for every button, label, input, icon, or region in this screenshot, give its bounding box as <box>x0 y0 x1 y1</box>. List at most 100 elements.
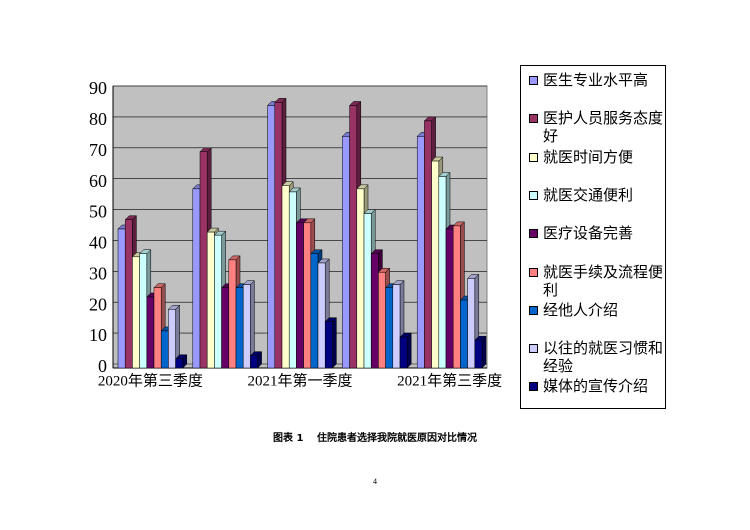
legend-item: 医疗设备完善 <box>527 225 663 243</box>
bar-front <box>274 102 283 369</box>
legend-label: 媒体的宣传介绍 <box>543 379 649 396</box>
y-tick-label: 10 <box>89 325 107 345</box>
bar-side <box>332 317 337 369</box>
legend-label: 医护人员服务态度好 <box>543 111 664 146</box>
bar-front <box>356 188 365 369</box>
legend-label: 医生专业水平高 <box>543 73 649 89</box>
legend-swatch <box>529 267 538 277</box>
bar-front <box>288 191 297 369</box>
legend-label: 经他人介绍 <box>543 302 619 319</box>
bar-front <box>317 262 326 369</box>
bar <box>174 354 188 369</box>
y-tick-label: 60 <box>89 171 107 191</box>
x-tick-label: 2021年第三季度 <box>397 371 502 389</box>
legend-label: 就医手续及流程便利 <box>543 264 664 299</box>
legend-item: 就医时间方便 <box>527 149 663 167</box>
legend-swatch <box>529 229 538 239</box>
caption: 图表 1 住院患者选择我院就医原因对比情况 <box>273 433 477 444</box>
y-tick-label: 40 <box>89 233 107 253</box>
bar-front <box>296 222 304 369</box>
bar-front <box>438 176 447 369</box>
bar-front <box>228 259 237 369</box>
bar-front <box>168 309 176 369</box>
legend-item: 经他人介绍 <box>527 302 663 320</box>
bar-front <box>221 287 230 369</box>
bar-front <box>363 213 372 369</box>
bar <box>167 304 181 369</box>
legend-swatch <box>529 76 538 85</box>
legend-swatch <box>529 190 538 200</box>
bar-front <box>117 228 126 369</box>
bar-front <box>175 358 184 369</box>
y-tick-label: 70 <box>89 140 107 160</box>
bar-front <box>342 136 350 369</box>
x-tick-label: 2021年第一季度 <box>247 371 352 389</box>
bar-front <box>132 256 140 369</box>
bar-front <box>467 278 476 369</box>
bar-front <box>281 185 290 369</box>
y-tick-label: 0 <box>98 356 107 376</box>
bar-front <box>460 299 468 369</box>
legend-label: 就医交通便利 <box>543 187 634 204</box>
legend-item: 就医交通便利 <box>527 187 663 205</box>
bar-front <box>242 284 251 369</box>
bar-front <box>206 231 215 369</box>
legend-item: 就医手续及流程便利 <box>527 264 663 300</box>
bar-front <box>146 296 155 369</box>
bar-front <box>139 253 148 369</box>
y-tick-label: 50 <box>89 202 107 222</box>
legend-item: 以往的就医习惯和经验 <box>527 340 663 376</box>
bar-front <box>452 225 461 369</box>
bar-front <box>431 160 440 369</box>
bar-front <box>124 219 133 369</box>
bar-front <box>250 355 258 369</box>
bar-front <box>192 188 201 369</box>
bar-front <box>416 136 425 369</box>
bar-front <box>392 284 401 369</box>
bar-front <box>199 151 208 369</box>
bar-front <box>424 120 432 369</box>
legend-label: 以往的就医习惯和经验 <box>543 341 664 376</box>
y-tick-label: 90 <box>89 78 107 98</box>
bar <box>474 335 487 369</box>
bar-front <box>324 321 333 369</box>
bar-front <box>474 339 483 369</box>
bar-front <box>370 253 379 369</box>
bar <box>242 279 256 369</box>
bar-front <box>378 271 386 369</box>
bar-front <box>160 330 169 369</box>
legend-swatch <box>529 152 538 162</box>
legend-label: 医疗设备完善 <box>543 226 634 243</box>
legend-item: 媒体的宣传介绍 <box>527 378 663 396</box>
legend-label: 就医时间方便 <box>543 149 634 166</box>
bar-front <box>445 228 454 369</box>
legend-swatch <box>529 344 538 354</box>
y-tick-label: 20 <box>89 294 107 314</box>
legend: 医生专业水平高医护人员服务态度好就医时间方便 就医交通便利 医疗设备完善就医手续及流… <box>520 65 666 409</box>
bar-front <box>349 105 358 369</box>
bar-front <box>267 105 276 369</box>
bar-front <box>235 287 244 369</box>
bar-front <box>214 234 222 369</box>
bar <box>324 317 338 369</box>
y-tick-label: 30 <box>89 263 107 283</box>
bar <box>399 332 412 369</box>
bar-front <box>303 222 312 369</box>
legend-item: 医护人员服务态度好 <box>527 110 663 146</box>
legend-item: 医生专业水平高 <box>527 72 663 90</box>
bar-front <box>310 253 319 369</box>
legend-swatch <box>529 114 538 124</box>
bar-front <box>153 287 162 369</box>
legend-swatch <box>529 382 538 392</box>
x-tick-label: 2020年第三季度 <box>98 371 203 389</box>
bar-front <box>399 336 408 369</box>
bar-side <box>406 332 412 369</box>
legend-swatch <box>529 305 538 315</box>
y-tick-label: 80 <box>89 109 107 129</box>
bar-front <box>385 287 394 369</box>
bar <box>249 351 263 369</box>
page-number: 4 <box>373 477 377 486</box>
bar-side <box>481 335 487 369</box>
